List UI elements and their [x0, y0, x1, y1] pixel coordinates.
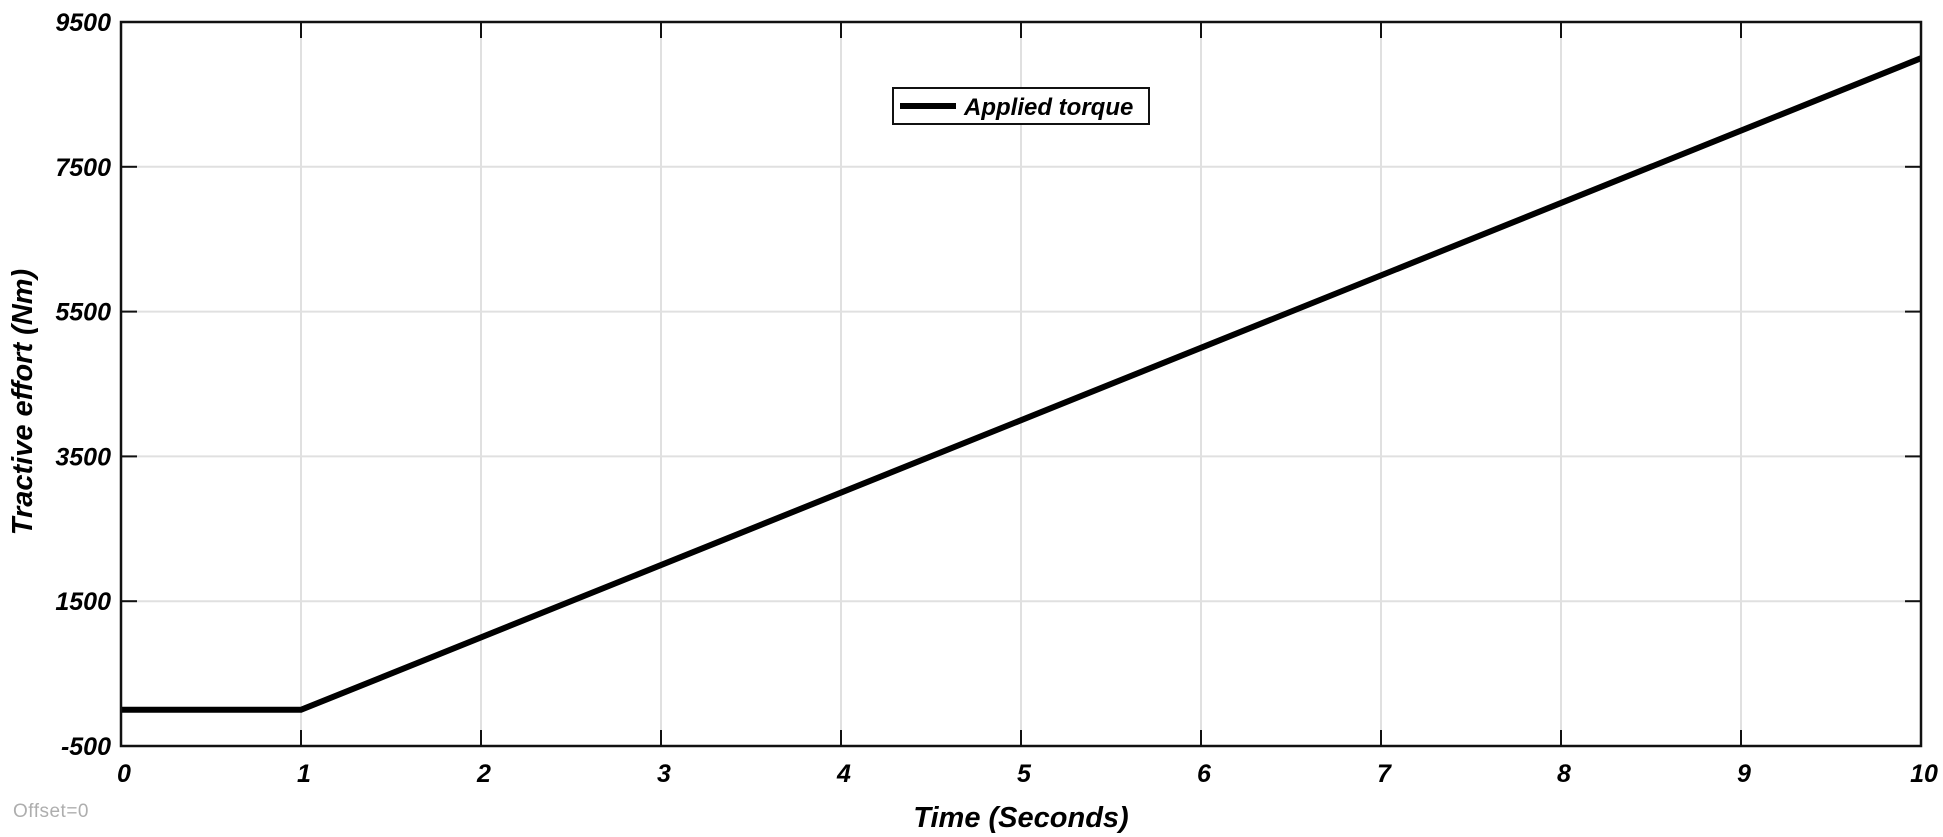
- x-tick-label: 6: [1197, 760, 1212, 788]
- x-tick-label: 8: [1557, 760, 1571, 788]
- x-tick-label: 4: [836, 760, 851, 788]
- offset-readout: Offset=0: [13, 801, 90, 822]
- x-tick-label: 3: [657, 760, 671, 788]
- x-tick-label: 2: [476, 760, 491, 788]
- x-tick-label: 9: [1737, 760, 1751, 788]
- y-axis-label: Tractive effort (Nm): [7, 269, 39, 535]
- x-tick-label: 7: [1377, 760, 1392, 788]
- y-tick-label: 7500: [55, 154, 111, 182]
- y-tick-label: 9500: [55, 9, 111, 37]
- x-tick-label: 10: [1910, 760, 1938, 788]
- y-tick-label: -500: [61, 733, 111, 761]
- y-tick-label: 3500: [55, 443, 111, 471]
- x-tick-label: 1: [297, 760, 311, 788]
- legend-label: Applied torque: [963, 94, 1133, 121]
- y-tick-label: 1500: [55, 588, 111, 616]
- x-tick-label: 5: [1017, 760, 1032, 788]
- series-line-applied-torque: [121, 55, 1923, 713]
- x-axis-label: Time (Seconds): [913, 802, 1128, 834]
- y-tick-label: 5500: [55, 299, 111, 327]
- legend[interactable]: Applied torque: [892, 87, 1150, 125]
- x-tick-label: 0: [117, 760, 131, 788]
